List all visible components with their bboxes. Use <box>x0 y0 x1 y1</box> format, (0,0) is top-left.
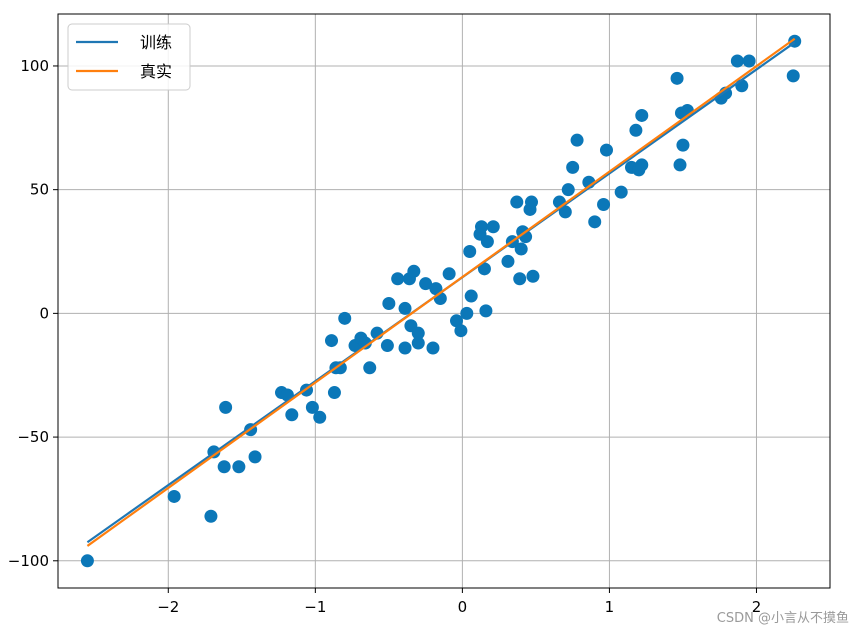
x-tick-label: 2 <box>752 598 762 616</box>
watermark: CSDN @小言从不摸鱼 <box>716 611 849 626</box>
scatter-point <box>358 336 372 350</box>
scatter-point <box>204 509 218 523</box>
legend-label: 训练 <box>140 33 172 52</box>
scatter-point <box>398 301 412 315</box>
scatter-point <box>460 306 474 320</box>
scatter-point <box>670 71 684 85</box>
scatter-point <box>411 326 425 340</box>
scatter-point <box>635 158 649 172</box>
legend-label: 真实 <box>140 62 172 81</box>
scatter-point <box>325 334 339 348</box>
scatter-point <box>232 460 246 474</box>
scatter-point <box>327 386 341 400</box>
scatter-point <box>486 220 500 234</box>
scatter-point <box>429 282 443 296</box>
scatter-point <box>167 489 181 503</box>
scatter-point <box>305 400 319 414</box>
scatter-point <box>524 195 538 209</box>
scatter-point <box>217 460 231 474</box>
scatter-point <box>510 195 524 209</box>
scatter-point <box>80 554 94 568</box>
scatter-point <box>382 296 396 310</box>
scatter-point <box>635 108 649 122</box>
scatter-point <box>570 133 584 147</box>
scatter-point <box>407 264 421 278</box>
scatter-point <box>479 304 493 318</box>
scatter-point <box>411 336 425 350</box>
scatter-point <box>513 272 527 286</box>
scatter-point <box>474 220 488 234</box>
grid <box>58 14 830 588</box>
scatter-point <box>786 69 800 83</box>
scatter-point <box>398 341 412 355</box>
scatter-point <box>597 198 611 212</box>
x-tick-label: −1 <box>304 598 326 616</box>
scatter-point <box>742 54 756 68</box>
scatter-point <box>419 277 433 291</box>
scatter-point <box>313 410 327 424</box>
scatter-point <box>676 138 690 152</box>
scatter-point <box>426 341 440 355</box>
y-tick-label: 100 <box>20 57 49 75</box>
x-tick-label: −2 <box>157 598 179 616</box>
scatter-point <box>614 185 628 199</box>
y-tick-label: −50 <box>17 428 49 446</box>
axis-ticks: −2 −1 0 1 2 −100 −50 0 50 100 <box>8 57 761 616</box>
y-tick-label: −100 <box>8 552 49 570</box>
data-layer <box>80 34 802 568</box>
true-line <box>86 37 796 547</box>
scatter-point <box>248 450 262 464</box>
scatter-point <box>380 339 394 353</box>
plot-frame <box>57 13 831 589</box>
scatter-point <box>526 269 540 283</box>
scatter-point <box>480 235 494 249</box>
scatter-point <box>673 158 687 172</box>
scatter-point <box>730 54 744 68</box>
scatter-point <box>338 311 352 325</box>
scatter-point <box>219 400 233 414</box>
y-tick-label: 50 <box>30 181 49 199</box>
scatter-point <box>566 160 580 174</box>
scatter-point <box>588 215 602 229</box>
x-tick-label: 0 <box>458 598 468 616</box>
scatter-point <box>285 408 299 422</box>
scatter-point <box>629 123 643 137</box>
scatter-point <box>363 361 377 375</box>
y-tick-label: 0 <box>39 304 49 322</box>
scatter-point <box>501 254 515 268</box>
x-tick-label: 1 <box>605 598 615 616</box>
scatter-point <box>442 267 456 281</box>
scatter-point <box>558 205 572 219</box>
scatter-point <box>599 143 613 157</box>
scatter-point <box>449 314 463 328</box>
legend-box <box>67 23 191 91</box>
scatter-point <box>463 245 477 259</box>
scatter-point <box>514 242 528 256</box>
scatter-point <box>464 289 478 303</box>
scatter-point <box>561 183 575 197</box>
scatter-point <box>477 262 491 276</box>
scatter-point <box>454 324 468 338</box>
scatter-point <box>391 272 405 286</box>
